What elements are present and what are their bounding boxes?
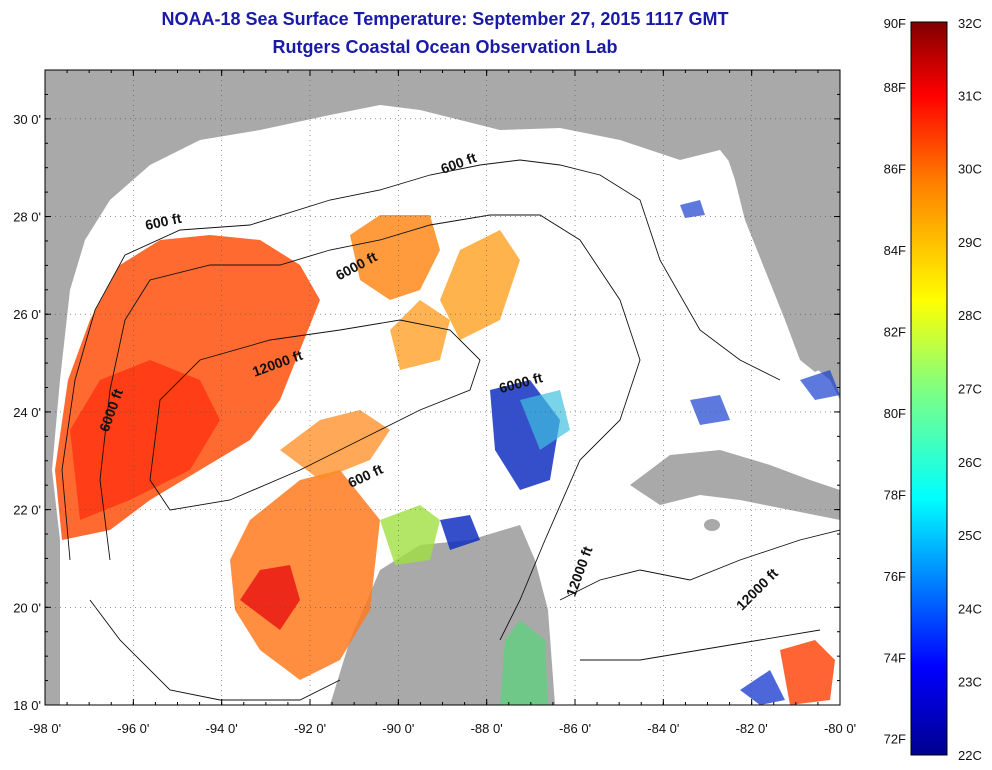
contour-shelf — [89, 599, 341, 701]
colorbar-c-label: 25C — [958, 528, 982, 543]
contour-12000ft — [149, 319, 481, 511]
colorbar-f-label: 88F — [884, 80, 906, 95]
colorbar-c-label: 23C — [958, 675, 982, 690]
lon-tick-label: -84 0' — [647, 721, 679, 736]
colorbar-fahrenheit-labels: 90F 88F 86F 84F 82F 80F 78F 76F 74F 72F — [884, 16, 906, 747]
lon-tick-label: -88 0' — [471, 721, 503, 736]
sst-patch-yucatan-channel — [500, 620, 548, 705]
sst-patch-scattered — [680, 200, 840, 425]
colorbar-f-label: 74F — [884, 650, 906, 665]
lon-tick-label: -82 0' — [736, 721, 768, 736]
cuba-land — [630, 450, 840, 520]
colorbar-c-label: 24C — [958, 601, 982, 616]
sst-patch-blue-2 — [440, 515, 480, 550]
colorbar-c-label: 29C — [958, 235, 982, 250]
map-title: NOAA-18 Sea Surface Temperature: Septemb… — [161, 9, 729, 29]
colorbar-f-label: 78F — [884, 487, 906, 502]
lat-tick-label: 20 0' — [13, 600, 41, 615]
lat-tick-label: 28 0' — [13, 210, 41, 225]
colorbar-f-label: 82F — [884, 324, 906, 339]
sst-patch-central — [230, 470, 380, 680]
florida-land — [725, 75, 840, 372]
lon-tick-label: -80 0' — [824, 721, 856, 736]
contour-caribbean — [559, 529, 840, 661]
lon-tick-label: -86 0' — [559, 721, 591, 736]
sst-patch-bay-campeche — [240, 565, 300, 630]
colorbar-c-label: 31C — [958, 88, 982, 103]
sst-patch-ne — [390, 300, 450, 370]
colorbar-f-label: 86F — [884, 162, 906, 177]
colorbar-c-label: 22C — [958, 748, 982, 763]
sst-patch-caribbean-blue — [740, 670, 785, 705]
colorbar-c-label: 27C — [958, 382, 982, 397]
sst-patch-mid — [280, 410, 390, 480]
lat-tick-label: 26 0' — [13, 307, 41, 322]
colorbar: 90F 88F 86F 84F 82F 80F 78F 76F 74F 72F 32C 31C 30C… — [884, 16, 982, 763]
colorbar-f-label: 76F — [884, 569, 906, 584]
colorbar-f-label: 72F — [884, 732, 906, 747]
lon-tick-label: -90 0' — [382, 721, 414, 736]
sst-patch-west-hot — [70, 360, 220, 520]
colorbar-c-label: 30C — [958, 162, 982, 177]
colorbar-f-label: 80F — [884, 406, 906, 421]
map-subtitle: Rutgers Coastal Ocean Observation Lab — [272, 37, 618, 57]
lat-tick-label: 30 0' — [13, 112, 41, 127]
contour-600ft — [61, 159, 781, 561]
colorbar-c-label: 28C — [958, 308, 982, 323]
sst-patch-cyan — [520, 390, 570, 450]
contour-label: 600 ft — [144, 210, 183, 233]
colorbar-f-label: 90F — [884, 16, 906, 31]
longitude-axis: -98 0' -96 0' -94 0' -92 0' -90 0' -88 0' -86 … — [29, 70, 856, 736]
colorbar-c-label: 32C — [958, 16, 982, 31]
colorbar-c-label: 26C — [958, 455, 982, 470]
latitude-axis: 18 0' 20 0' 22 0' 24 0' 26 0' 28 0' 30 0' — [13, 69, 840, 713]
yucatan-land — [330, 525, 555, 705]
lon-tick-label: -92 0' — [294, 721, 326, 736]
lon-tick-label: -94 0' — [206, 721, 238, 736]
bathymetry-contours — [61, 159, 840, 701]
lat-tick-label: 18 0' — [13, 698, 41, 713]
isle-of-youth — [704, 519, 720, 531]
lon-tick-label: -98 0' — [29, 721, 61, 736]
colorbar-gradient — [910, 21, 948, 756]
sst-patch-north — [350, 215, 440, 300]
sst-patch-green — [380, 505, 440, 565]
sst-patch-north-2 — [440, 230, 520, 340]
colorbar-celsius-labels: 32C 31C 30C 29C 28C 27C 26C 25C 24C 23C 22C — [958, 16, 982, 763]
lat-tick-label: 22 0' — [13, 503, 41, 518]
sst-patch-caribbean — [780, 640, 835, 705]
colorbar-f-label: 84F — [884, 243, 906, 258]
lat-tick-label: 24 0' — [13, 405, 41, 420]
lon-tick-label: -96 0' — [117, 721, 149, 736]
contour-6000ft — [99, 214, 641, 641]
